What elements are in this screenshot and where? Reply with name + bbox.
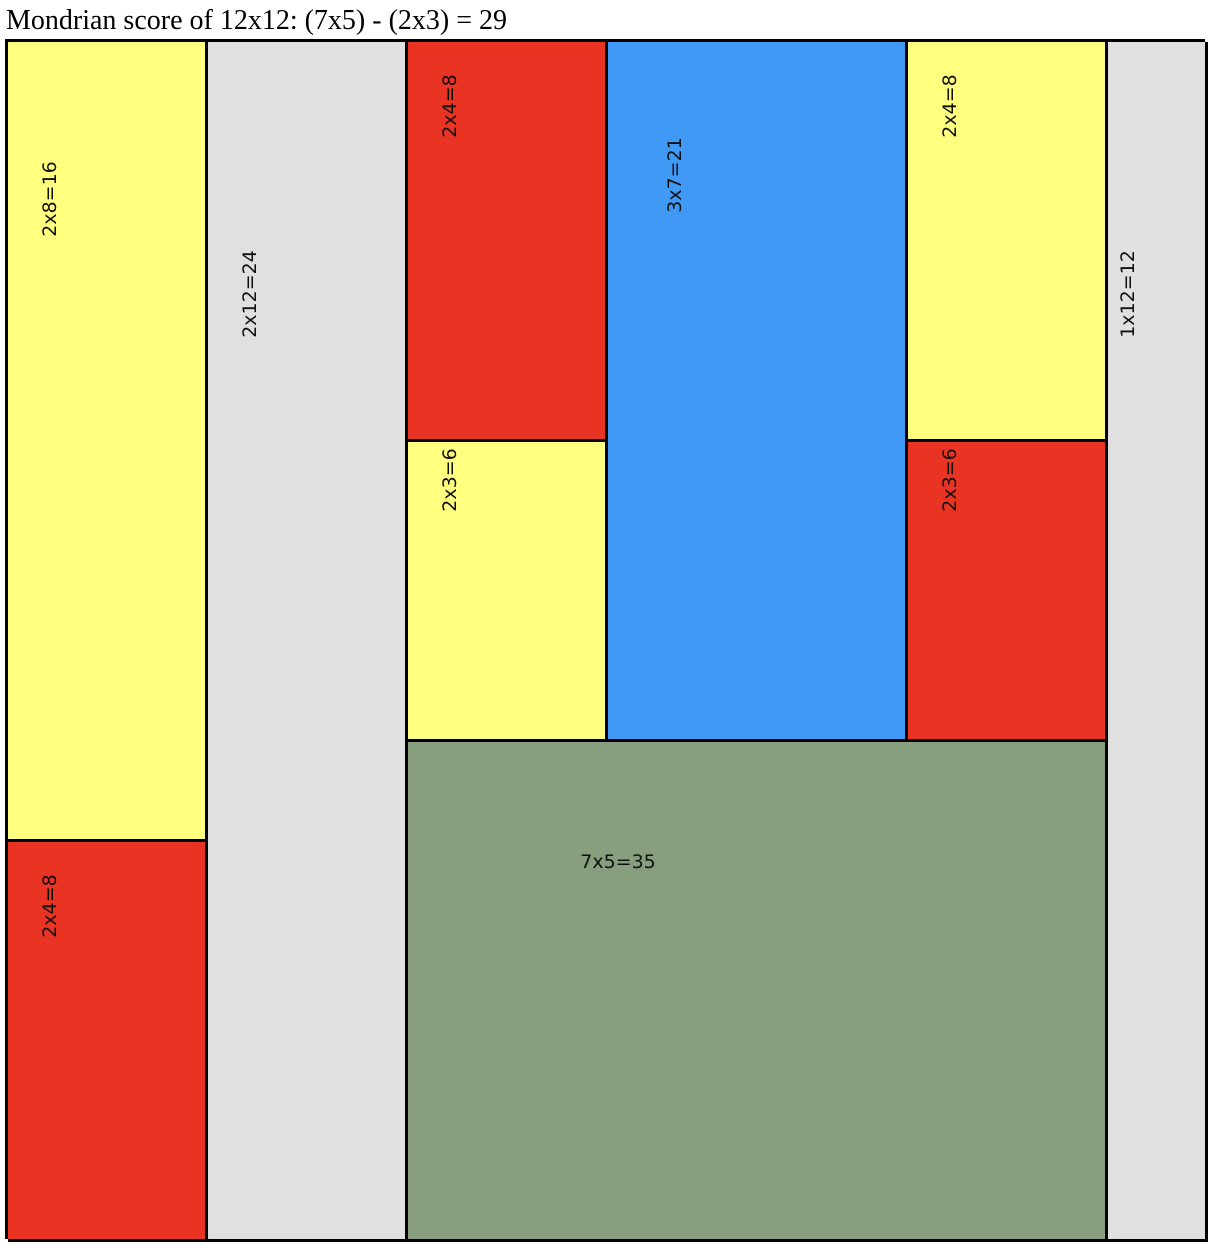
rectangle-label: 2x8=16	[39, 161, 61, 237]
page-title: Mondrian score of 12x12: (7x5) - (2x3) =…	[6, 5, 508, 36]
rectangle-2x12-eq-24: 2x12=24	[208, 42, 408, 1242]
rectangle-2x4-eq-8: 2x4=8	[408, 42, 608, 442]
rectangle-3x7-eq-21: 3x7=21	[608, 42, 908, 742]
rectangle-1x12-eq-12: 1x12=12	[1108, 42, 1208, 1242]
rectangle-2x4-eq-8: 2x4=8	[908, 42, 1108, 442]
rectangle-2x3-eq-6: 2x3=6	[908, 442, 1108, 742]
rectangle-label: 2x3=6	[939, 448, 961, 512]
rectangle-2x8-eq-16: 2x8=16	[8, 42, 208, 842]
rectangle-label: 2x4=8	[439, 74, 461, 138]
rectangle-label: 3x7=21	[664, 137, 686, 213]
rectangle-label: 7x5=35	[580, 851, 656, 873]
rectangle-label: 2x3=6	[439, 448, 461, 512]
rectangle-7x5-eq-35: 7x5=35	[408, 742, 1108, 1242]
rectangle-label: 1x12=12	[1117, 250, 1139, 338]
rectangle-label: 2x12=24	[239, 250, 261, 338]
rectangle-label: 2x4=8	[39, 874, 61, 938]
mondrian-board: 2x8=16 2x4=8 2x12=24 2x4=8 2x3=6 3x7=21 2x4=8 2…	[5, 39, 1208, 1242]
rectangle-2x4-eq-8: 2x4=8	[8, 842, 208, 1242]
rectangle-2x3-eq-6: 2x3=6	[408, 442, 608, 742]
rectangle-label: 2x4=8	[939, 74, 961, 138]
